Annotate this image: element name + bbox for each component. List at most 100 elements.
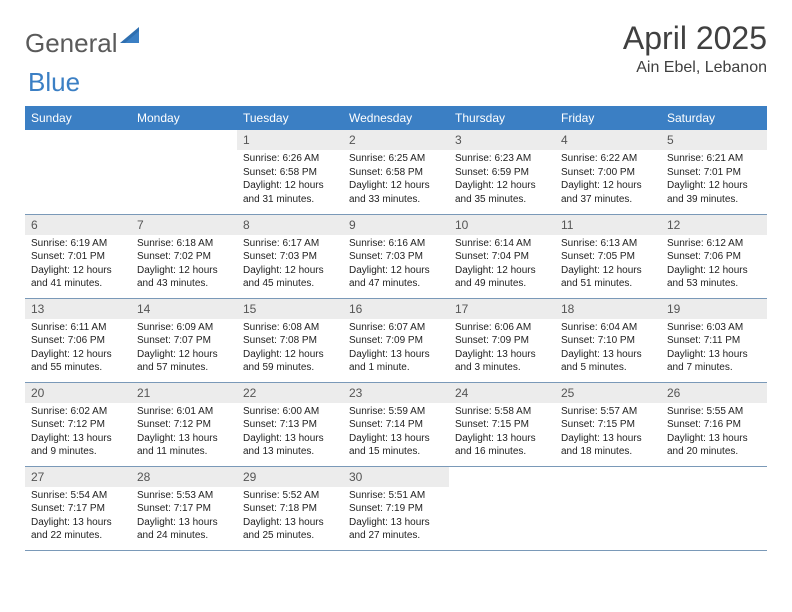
calendar-cell: .. bbox=[131, 130, 237, 214]
calendar-row: ....1Sunrise: 6:26 AMSunset: 6:58 PMDayl… bbox=[25, 130, 767, 214]
day-number: 9 bbox=[343, 215, 449, 235]
calendar-cell: 25Sunrise: 5:57 AMSunset: 7:15 PMDayligh… bbox=[555, 382, 661, 466]
day-details: Sunrise: 6:21 AMSunset: 7:01 PMDaylight:… bbox=[661, 150, 767, 210]
day-number: 20 bbox=[25, 383, 131, 403]
calendar-cell: 17Sunrise: 6:06 AMSunset: 7:09 PMDayligh… bbox=[449, 298, 555, 382]
day-number: 12 bbox=[661, 215, 767, 235]
weekday-tuesday: Tuesday bbox=[237, 106, 343, 130]
day-details: Sunrise: 6:18 AMSunset: 7:02 PMDaylight:… bbox=[131, 235, 237, 295]
calendar-cell: 5Sunrise: 6:21 AMSunset: 7:01 PMDaylight… bbox=[661, 130, 767, 214]
day-number: 26 bbox=[661, 383, 767, 403]
day-number: 1 bbox=[237, 130, 343, 150]
day-details: Sunrise: 5:57 AMSunset: 7:15 PMDaylight:… bbox=[555, 403, 661, 463]
weekday-thursday: Thursday bbox=[449, 106, 555, 130]
day-number: 16 bbox=[343, 299, 449, 319]
day-number: 25 bbox=[555, 383, 661, 403]
day-details: Sunrise: 6:09 AMSunset: 7:07 PMDaylight:… bbox=[131, 319, 237, 379]
day-details: Sunrise: 6:03 AMSunset: 7:11 PMDaylight:… bbox=[661, 319, 767, 379]
calendar-cell: 9Sunrise: 6:16 AMSunset: 7:03 PMDaylight… bbox=[343, 214, 449, 298]
day-number: 13 bbox=[25, 299, 131, 319]
day-details: Sunrise: 5:52 AMSunset: 7:18 PMDaylight:… bbox=[237, 487, 343, 547]
day-details: Sunrise: 6:02 AMSunset: 7:12 PMDaylight:… bbox=[25, 403, 131, 463]
calendar-cell: 26Sunrise: 5:55 AMSunset: 7:16 PMDayligh… bbox=[661, 382, 767, 466]
calendar-cell: 8Sunrise: 6:17 AMSunset: 7:03 PMDaylight… bbox=[237, 214, 343, 298]
day-number: 28 bbox=[131, 467, 237, 487]
calendar-cell: 3Sunrise: 6:23 AMSunset: 6:59 PMDaylight… bbox=[449, 130, 555, 214]
calendar-cell: 28Sunrise: 5:53 AMSunset: 7:17 PMDayligh… bbox=[131, 466, 237, 550]
day-details: Sunrise: 6:07 AMSunset: 7:09 PMDaylight:… bbox=[343, 319, 449, 379]
day-number: 14 bbox=[131, 299, 237, 319]
calendar-cell: 4Sunrise: 6:22 AMSunset: 7:00 PMDaylight… bbox=[555, 130, 661, 214]
day-number: 5 bbox=[661, 130, 767, 150]
calendar-cell: 30Sunrise: 5:51 AMSunset: 7:19 PMDayligh… bbox=[343, 466, 449, 550]
weekday-header-row: SundayMondayTuesdayWednesdayThursdayFrid… bbox=[25, 106, 767, 130]
calendar-cell: 1Sunrise: 6:26 AMSunset: 6:58 PMDaylight… bbox=[237, 130, 343, 214]
day-details: Sunrise: 6:23 AMSunset: 6:59 PMDaylight:… bbox=[449, 150, 555, 210]
weekday-monday: Monday bbox=[131, 106, 237, 130]
day-details: Sunrise: 6:19 AMSunset: 7:01 PMDaylight:… bbox=[25, 235, 131, 295]
calendar-body: ....1Sunrise: 6:26 AMSunset: 6:58 PMDayl… bbox=[25, 130, 767, 550]
brand-part1: General bbox=[25, 28, 118, 59]
calendar-row: 13Sunrise: 6:11 AMSunset: 7:06 PMDayligh… bbox=[25, 298, 767, 382]
calendar-table: SundayMondayTuesdayWednesdayThursdayFrid… bbox=[25, 106, 767, 551]
calendar-row: 6Sunrise: 6:19 AMSunset: 7:01 PMDaylight… bbox=[25, 214, 767, 298]
weekday-saturday: Saturday bbox=[661, 106, 767, 130]
calendar-cell: 13Sunrise: 6:11 AMSunset: 7:06 PMDayligh… bbox=[25, 298, 131, 382]
weekday-sunday: Sunday bbox=[25, 106, 131, 130]
day-number: 24 bbox=[449, 383, 555, 403]
calendar-cell: 29Sunrise: 5:52 AMSunset: 7:18 PMDayligh… bbox=[237, 466, 343, 550]
day-details: Sunrise: 5:59 AMSunset: 7:14 PMDaylight:… bbox=[343, 403, 449, 463]
day-details: Sunrise: 6:11 AMSunset: 7:06 PMDaylight:… bbox=[25, 319, 131, 379]
day-details: Sunrise: 6:06 AMSunset: 7:09 PMDaylight:… bbox=[449, 319, 555, 379]
calendar-cell: 21Sunrise: 6:01 AMSunset: 7:12 PMDayligh… bbox=[131, 382, 237, 466]
calendar-row: 27Sunrise: 5:54 AMSunset: 7:17 PMDayligh… bbox=[25, 466, 767, 550]
calendar-cell: 20Sunrise: 6:02 AMSunset: 7:12 PMDayligh… bbox=[25, 382, 131, 466]
day-number: 17 bbox=[449, 299, 555, 319]
calendar-cell: 24Sunrise: 5:58 AMSunset: 7:15 PMDayligh… bbox=[449, 382, 555, 466]
day-number: 27 bbox=[25, 467, 131, 487]
calendar-row: 20Sunrise: 6:02 AMSunset: 7:12 PMDayligh… bbox=[25, 382, 767, 466]
day-details: Sunrise: 5:53 AMSunset: 7:17 PMDaylight:… bbox=[131, 487, 237, 547]
calendar-cell: 10Sunrise: 6:14 AMSunset: 7:04 PMDayligh… bbox=[449, 214, 555, 298]
day-number: 6 bbox=[25, 215, 131, 235]
day-number: 3 bbox=[449, 130, 555, 150]
day-number: 11 bbox=[555, 215, 661, 235]
brand-sail-icon bbox=[119, 26, 141, 49]
calendar-cell: 27Sunrise: 5:54 AMSunset: 7:17 PMDayligh… bbox=[25, 466, 131, 550]
day-details: Sunrise: 5:54 AMSunset: 7:17 PMDaylight:… bbox=[25, 487, 131, 547]
day-number: 29 bbox=[237, 467, 343, 487]
calendar-cell: 6Sunrise: 6:19 AMSunset: 7:01 PMDaylight… bbox=[25, 214, 131, 298]
day-details: Sunrise: 6:13 AMSunset: 7:05 PMDaylight:… bbox=[555, 235, 661, 295]
day-details: Sunrise: 6:16 AMSunset: 7:03 PMDaylight:… bbox=[343, 235, 449, 295]
day-details: Sunrise: 5:58 AMSunset: 7:15 PMDaylight:… bbox=[449, 403, 555, 463]
day-number: 10 bbox=[449, 215, 555, 235]
day-details: Sunrise: 6:17 AMSunset: 7:03 PMDaylight:… bbox=[237, 235, 343, 295]
calendar-cell: 22Sunrise: 6:00 AMSunset: 7:13 PMDayligh… bbox=[237, 382, 343, 466]
day-details: Sunrise: 6:12 AMSunset: 7:06 PMDaylight:… bbox=[661, 235, 767, 295]
day-details: Sunrise: 5:55 AMSunset: 7:16 PMDaylight:… bbox=[661, 403, 767, 463]
day-number: 19 bbox=[661, 299, 767, 319]
day-details: Sunrise: 5:51 AMSunset: 7:19 PMDaylight:… bbox=[343, 487, 449, 547]
calendar-cell: 11Sunrise: 6:13 AMSunset: 7:05 PMDayligh… bbox=[555, 214, 661, 298]
day-details: Sunrise: 6:26 AMSunset: 6:58 PMDaylight:… bbox=[237, 150, 343, 210]
day-details: Sunrise: 6:01 AMSunset: 7:12 PMDaylight:… bbox=[131, 403, 237, 463]
day-number: 30 bbox=[343, 467, 449, 487]
day-number: 21 bbox=[131, 383, 237, 403]
weekday-friday: Friday bbox=[555, 106, 661, 130]
calendar-cell: .. bbox=[661, 466, 767, 550]
day-details: Sunrise: 6:00 AMSunset: 7:13 PMDaylight:… bbox=[237, 403, 343, 463]
calendar-cell: .. bbox=[555, 466, 661, 550]
day-details: Sunrise: 6:08 AMSunset: 7:08 PMDaylight:… bbox=[237, 319, 343, 379]
calendar-cell: 2Sunrise: 6:25 AMSunset: 6:58 PMDaylight… bbox=[343, 130, 449, 214]
calendar-cell: 23Sunrise: 5:59 AMSunset: 7:14 PMDayligh… bbox=[343, 382, 449, 466]
calendar-cell: .. bbox=[449, 466, 555, 550]
calendar-cell: 18Sunrise: 6:04 AMSunset: 7:10 PMDayligh… bbox=[555, 298, 661, 382]
day-number: 18 bbox=[555, 299, 661, 319]
day-details: Sunrise: 6:04 AMSunset: 7:10 PMDaylight:… bbox=[555, 319, 661, 379]
calendar-cell: .. bbox=[25, 130, 131, 214]
calendar-cell: 14Sunrise: 6:09 AMSunset: 7:07 PMDayligh… bbox=[131, 298, 237, 382]
day-number: 22 bbox=[237, 383, 343, 403]
day-number: 23 bbox=[343, 383, 449, 403]
calendar-cell: 16Sunrise: 6:07 AMSunset: 7:09 PMDayligh… bbox=[343, 298, 449, 382]
day-details: Sunrise: 6:22 AMSunset: 7:00 PMDaylight:… bbox=[555, 150, 661, 210]
